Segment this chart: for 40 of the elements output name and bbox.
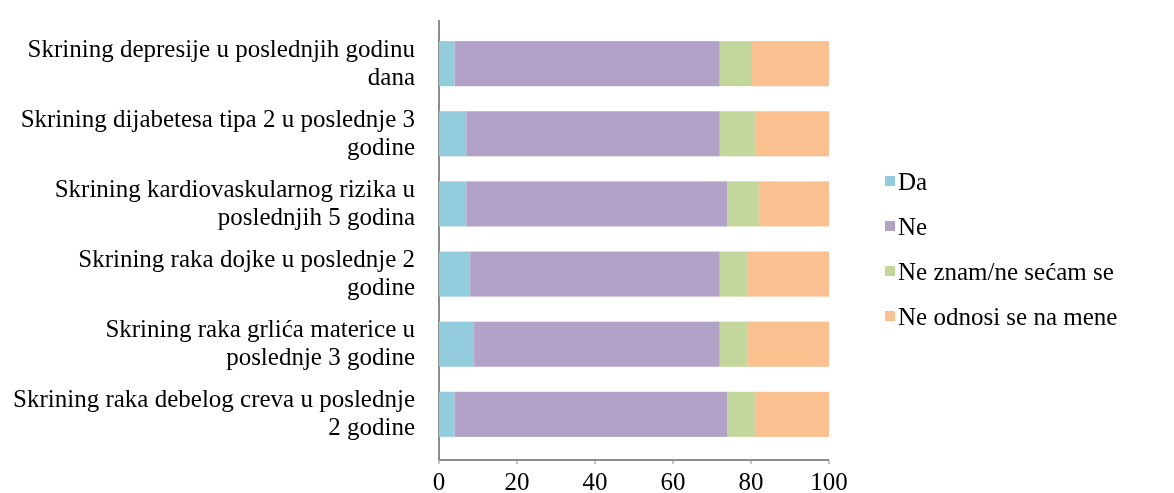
bar [466, 111, 720, 157]
x-tick-label: 20 [504, 468, 530, 493]
bar [747, 251, 829, 297]
bar [454, 391, 728, 437]
bar [466, 181, 728, 227]
x-tick-label: 100 [810, 468, 848, 493]
legend-label: Ne znam/ne sećam se [898, 258, 1114, 285]
bar [747, 321, 829, 367]
bar [439, 391, 455, 437]
x-tick-label: 0 [432, 468, 446, 493]
bar [474, 321, 720, 367]
bar [439, 181, 467, 227]
y-tick-label: Skrining depresije u poslednjih godinu dana [27, 34, 416, 90]
bar [439, 251, 471, 297]
bar [758, 181, 829, 227]
x-tick-label: 80 [738, 468, 764, 493]
bar [751, 41, 829, 87]
y-tick-label: Skrining raka grlića materice u poslednje 3 godine [105, 315, 416, 371]
legend-label: Ne odnosi se na mene [898, 303, 1118, 330]
bar [727, 181, 759, 227]
bar [439, 41, 455, 87]
bar [719, 251, 748, 297]
bar [719, 111, 755, 157]
x-tick-label: 60 [660, 468, 686, 493]
bar [754, 391, 829, 437]
y-tick-label: Skrining raka dojke u poslednje 2 godine [78, 245, 415, 301]
y-tick-label: Skrining raka debelog creva u poslednje 2 godine [13, 385, 415, 441]
bar [439, 321, 475, 367]
legend-label: Da [898, 168, 928, 195]
bar [719, 321, 748, 367]
x-tick-label: 40 [582, 468, 608, 493]
bar [470, 251, 720, 297]
y-tick-label: Skrining kardiovaskularnog rizika u poslednjih 5 godina [54, 174, 416, 230]
legend-label: Ne [898, 213, 928, 240]
bar [439, 111, 467, 157]
bar [754, 111, 829, 157]
y-tick-label: Skrining dijabetesa tipa 2 u poslednje 3 godine [20, 104, 415, 160]
bar [719, 41, 751, 87]
bar [454, 41, 720, 87]
bar [727, 391, 755, 437]
